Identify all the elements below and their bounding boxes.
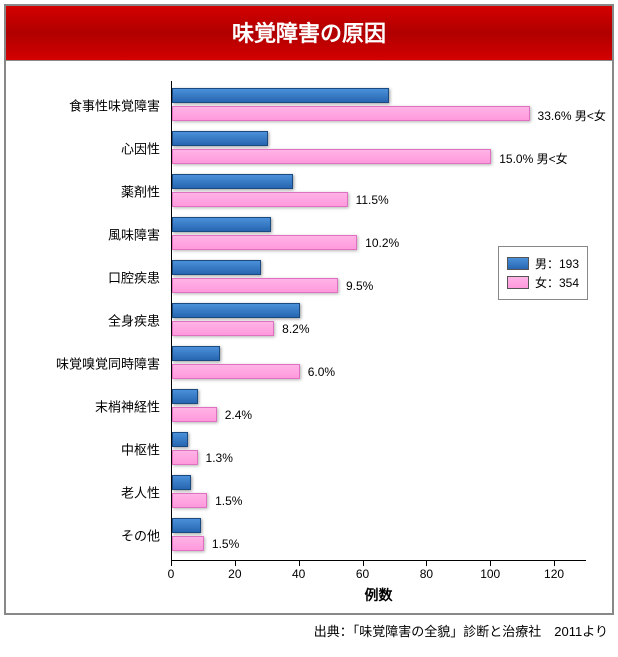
category-label: 口腔疾患 [108,268,160,287]
bar-female [172,321,274,336]
bar-male [172,131,268,146]
bar-female [172,192,348,207]
y-axis-labels: 食事性味覚障害心因性薬剤性風味障害口腔疾患全身疾患味覚嗅覚同時障害末梢神経性中枢… [6,81,166,561]
category-label: 味覚嗅覚同時障害 [56,354,160,373]
x-tick-label: 120 [544,567,564,581]
category-label: 心因性 [121,139,160,158]
bar-male [172,303,300,318]
bar-female [172,235,357,250]
x-tick-label: 80 [420,567,433,581]
x-tick-label: 60 [356,567,369,581]
x-tick [363,561,364,566]
x-tick [299,561,300,566]
category-label: 全身疾患 [108,311,160,330]
legend: 男：193 女：354 [498,246,588,300]
bar-male [172,518,201,533]
legend-swatch-male [507,257,529,270]
percent-label: 10.2% [365,236,399,250]
bar-male [172,475,191,490]
percent-label: 33.6% 男<女 [538,107,606,124]
plot-region: 33.6% 男<女15.0% 男<女11.5%10.2%9.5%8.2%6.0%… [171,81,586,561]
percent-label: 1.5% [215,494,242,508]
percent-label: 1.5% [212,537,239,551]
x-tick [490,561,491,566]
chart-title: 味覚障害の原因 [6,6,612,61]
bar-female [172,278,338,293]
legend-male: 男：193 [507,255,579,272]
legend-swatch-female [507,276,529,289]
legend-female: 女：354 [507,274,579,291]
percent-label: 9.5% [346,279,373,293]
bar-male [172,88,389,103]
bar-female [172,106,530,121]
category-label: 老人性 [121,483,160,502]
category-label: 中枢性 [121,440,160,459]
legend-label-male: 男：193 [535,255,579,272]
x-tick-label: 0 [168,567,175,581]
bar-female [172,536,204,551]
bar-male [172,432,188,447]
percent-label: 11.5% [356,193,389,207]
x-tick-label: 20 [228,567,241,581]
chart-area: 食事性味覚障害心因性薬剤性風味障害口腔疾患全身疾患味覚嗅覚同時障害末梢神経性中枢… [6,61,612,613]
bar-male [172,260,261,275]
x-tick-label: 100 [480,567,500,581]
bar-female [172,407,217,422]
bar-female [172,364,300,379]
percent-label: 1.3% [206,451,233,465]
x-tick-label: 40 [292,567,305,581]
x-axis-label: 例数 [171,585,586,605]
x-tick [426,561,427,566]
category-label: 末梢神経性 [95,397,160,416]
category-label: 風味障害 [108,225,160,244]
category-label: 薬剤性 [121,182,160,201]
bar-female [172,149,491,164]
category-label: 食事性味覚障害 [69,96,160,115]
chart-card: 味覚障害の原因 食事性味覚障害心因性薬剤性風味障害口腔疾患全身疾患味覚嗅覚同時障… [4,4,614,615]
source-citation: 出典：「味覚障害の全貌」診断と治療社 2011より [4,621,614,646]
legend-label-female: 女：354 [535,274,579,291]
bar-male [172,217,271,232]
percent-label: 15.0% 男<女 [499,150,567,167]
bar-female [172,450,198,465]
percent-label: 6.0% [308,365,335,379]
category-label: その他 [121,526,160,545]
bar-female [172,493,207,508]
bar-male [172,346,220,361]
x-tick [554,561,555,566]
bar-male [172,174,293,189]
x-tick [235,561,236,566]
percent-label: 2.4% [225,408,252,422]
x-tick [171,561,172,566]
percent-label: 8.2% [282,322,309,336]
bar-male [172,389,198,404]
